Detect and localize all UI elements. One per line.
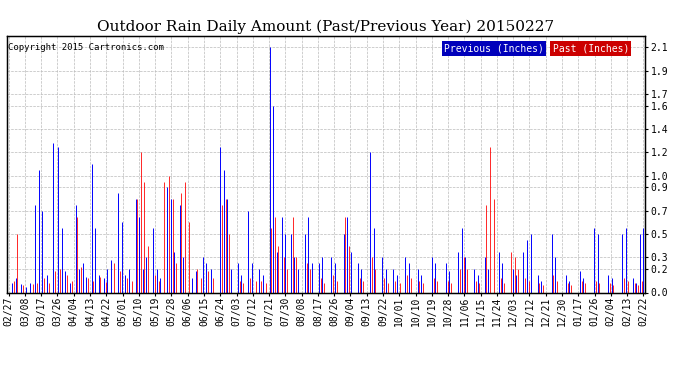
Text: Past (Inches): Past (Inches)	[553, 44, 629, 53]
Text: Previous (Inches): Previous (Inches)	[444, 44, 544, 53]
Title: Outdoor Rain Daily Amount (Past/Previous Year) 20150227: Outdoor Rain Daily Amount (Past/Previous…	[97, 20, 555, 34]
Text: Copyright 2015 Cartronics.com: Copyright 2015 Cartronics.com	[8, 44, 164, 52]
